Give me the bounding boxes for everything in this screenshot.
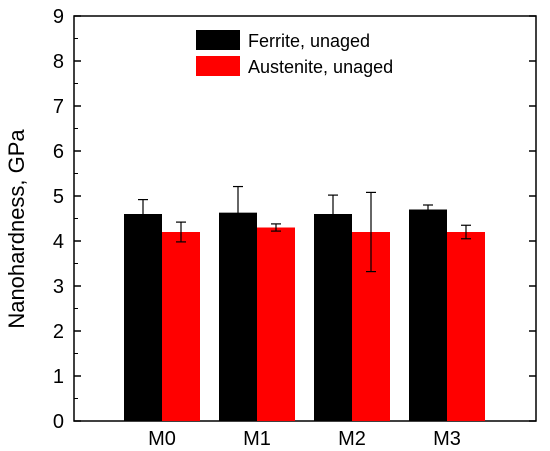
legend: Ferrite, unaged Austenite, unaged [196,30,393,77]
x-tick-label: M3 [433,428,461,450]
y-tick-label: 6 [53,141,64,163]
y-tick-label: 1 [53,366,64,388]
bar-austenite-m3 [447,232,485,421]
bar-ferrite-m0 [124,214,162,421]
bar-austenite-m0 [162,232,200,421]
y-tick-label: 4 [53,231,64,253]
y-tick-label: 0 [53,411,64,433]
legend-swatch [196,30,240,50]
bar-austenite-m1 [257,227,295,421]
y-tick-label: 5 [53,186,64,208]
bars [124,209,485,421]
x-tick-label: M1 [243,428,271,450]
y-ticks: 0 1 2 3 4 5 6 7 8 9 [53,6,536,433]
bar-ferrite-m2 [314,214,352,421]
legend-swatch [196,56,240,76]
y-tick-label: 9 [53,6,64,28]
y-axis-label: Nanohardness, GPa [4,129,29,329]
legend-label: Austenite, unaged [248,57,393,77]
x-tick-label: M0 [148,428,176,450]
bar-ferrite-m1 [219,212,257,421]
x-tick-label: M2 [338,428,366,450]
y-tick-label: 2 [53,321,64,343]
y-tick-label: 8 [53,51,64,73]
x-ticks: M0 M1 M2 M3 [148,428,461,450]
y-tick-label: 7 [53,96,64,118]
error-bars [138,185,471,273]
legend-label: Ferrite, unaged [248,31,370,51]
bar-ferrite-m3 [409,209,447,421]
y-tick-label: 3 [53,276,64,298]
